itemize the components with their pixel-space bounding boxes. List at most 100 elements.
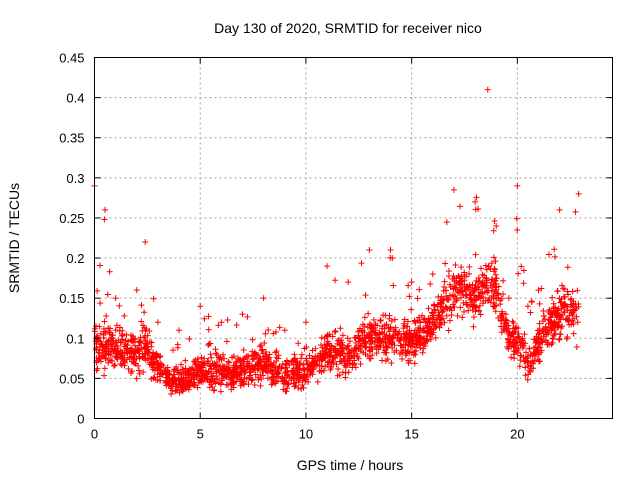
- data-point: [362, 339, 369, 346]
- data-point: [369, 352, 376, 359]
- data-point: [205, 342, 212, 349]
- data-point: [256, 343, 263, 350]
- data-point: [139, 327, 146, 334]
- data-point: [270, 330, 277, 337]
- data-point: [382, 333, 389, 340]
- data-point: [536, 320, 543, 327]
- data-point: [148, 339, 155, 346]
- data-point: [373, 350, 380, 357]
- data-point: [375, 335, 382, 342]
- data-point: [368, 322, 375, 329]
- data-point: [406, 327, 413, 334]
- data-point: [575, 303, 582, 310]
- data-point: [152, 376, 159, 383]
- chart-title: Day 130 of 2020, SRMTID for receiver nic…: [214, 20, 482, 36]
- data-point: [312, 345, 319, 352]
- data-point: [463, 283, 470, 290]
- data-point: [557, 299, 564, 306]
- data-point: [427, 280, 434, 287]
- data-point: [206, 378, 213, 385]
- data-point: [106, 268, 113, 275]
- data-point: [150, 295, 157, 302]
- data-point: [179, 366, 186, 373]
- data-point: [118, 332, 125, 339]
- data-point: [349, 364, 356, 371]
- data-point: [318, 353, 325, 360]
- data-point: [342, 364, 349, 371]
- data-point: [432, 307, 439, 314]
- data-point: [522, 372, 529, 379]
- data-point: [334, 347, 341, 354]
- data-point: [330, 345, 337, 352]
- data-point-peak: [408, 279, 415, 286]
- data-point: [431, 302, 438, 309]
- data-point: [334, 351, 341, 358]
- data-point: [240, 362, 247, 369]
- data-point: [568, 310, 575, 317]
- data-point: [140, 368, 147, 375]
- x-tick-label: 0: [91, 427, 98, 442]
- data-point: [414, 335, 421, 342]
- data-point: [280, 386, 287, 393]
- data-point: [495, 290, 502, 297]
- data-point: [536, 300, 543, 307]
- data-point: [244, 363, 251, 370]
- data-point: [427, 336, 434, 343]
- data-point: [117, 324, 124, 331]
- data-point: [230, 353, 237, 360]
- data-point: [454, 312, 461, 319]
- data-point: [299, 381, 306, 388]
- data-point: [282, 380, 289, 387]
- data-point: [432, 334, 439, 341]
- data-point: [403, 334, 410, 341]
- data-point: [364, 324, 371, 331]
- data-point: [374, 339, 381, 346]
- data-point: [298, 355, 305, 362]
- data-point: [312, 353, 319, 360]
- data-point: [337, 352, 344, 359]
- data-point: [397, 335, 404, 342]
- data-point: [261, 340, 268, 347]
- data-point: [112, 353, 119, 360]
- data-point: [215, 379, 222, 386]
- data-point: [466, 263, 473, 270]
- data-point: [157, 377, 164, 384]
- data-point: [500, 277, 507, 284]
- data-point: [98, 354, 105, 361]
- data-point: [305, 379, 312, 386]
- data-point: [492, 308, 499, 315]
- data-point: [470, 314, 477, 321]
- data-point: [464, 302, 471, 309]
- data-point: [324, 332, 331, 339]
- data-point: [510, 336, 517, 343]
- data-point: [446, 292, 453, 299]
- data-point: [358, 336, 365, 343]
- data-point: [493, 283, 500, 290]
- data-point: [436, 320, 443, 327]
- data-point: [382, 357, 389, 364]
- data-point: [211, 360, 218, 367]
- data-point: [433, 316, 440, 323]
- data-point: [240, 358, 247, 365]
- data-point: [335, 365, 342, 372]
- data-point: [413, 341, 420, 348]
- data-point: [445, 296, 452, 303]
- data-point: [113, 350, 120, 357]
- data-point: [210, 387, 217, 394]
- data-point: [198, 363, 205, 370]
- data-point: [514, 227, 521, 234]
- data-point: [104, 291, 111, 298]
- y-tick-label: 0.25: [59, 211, 84, 226]
- data-point: [518, 263, 525, 270]
- data-point: [148, 376, 155, 383]
- data-point: [510, 319, 517, 326]
- data-point: [363, 343, 370, 350]
- data-point: [359, 327, 366, 334]
- data-point: [101, 365, 108, 372]
- data-point: [550, 300, 557, 307]
- data-point: [558, 299, 565, 305]
- data-point: [301, 371, 308, 378]
- data-point: [190, 376, 197, 383]
- data-point: [119, 354, 126, 361]
- data-point: [425, 315, 432, 322]
